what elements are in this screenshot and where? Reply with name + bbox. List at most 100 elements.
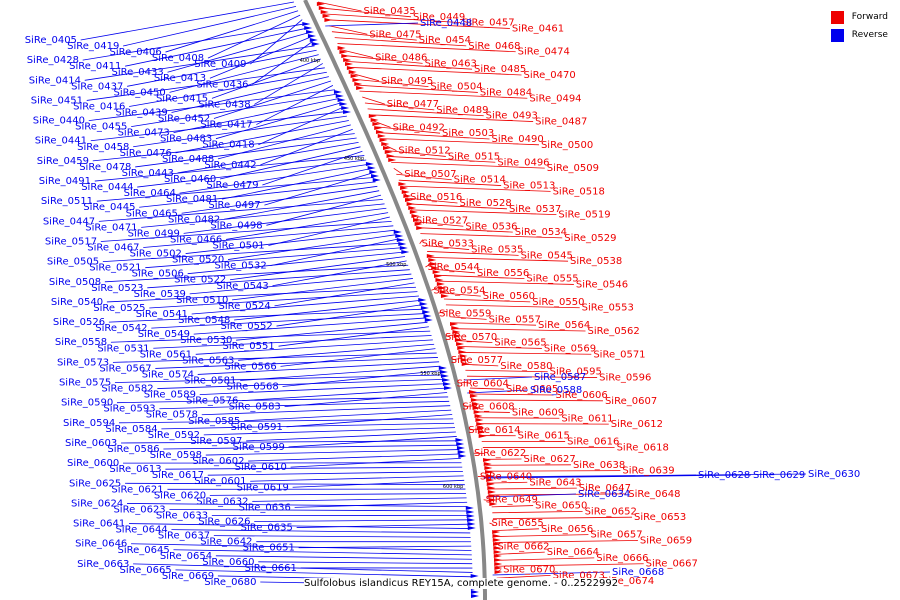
reverse-connector-line	[163, 444, 459, 450]
reverse-gene-label: SiRe_0482	[168, 214, 220, 225]
forward-gene-label: SiRe_0673	[553, 570, 605, 581]
reverse-gene-label: SiRe_0488	[162, 154, 214, 165]
reverse-gene-label: SiRe_0437	[71, 81, 123, 92]
forward-gene-label: SiRe_0553	[582, 303, 634, 314]
forward-gene-arrow	[356, 86, 365, 90]
reverse-gene-label: SiRe_0552	[221, 321, 273, 332]
forward-connector-line	[443, 298, 531, 303]
genome-caption: Sulfolobus islandicus REY15A, complete g…	[304, 578, 619, 589]
forward-gene-arrow	[483, 458, 492, 462]
forward-connector-line	[329, 25, 368, 35]
reverse-gene-arrow	[307, 34, 316, 38]
forward-connector-line	[408, 203, 507, 210]
forward-gene-arrow	[483, 462, 492, 466]
forward-connector-line	[420, 233, 563, 239]
forward-connector-line	[463, 363, 499, 367]
reverse-gene-label: SiRe_0416	[73, 101, 125, 112]
reverse-gene-label: SiRe_0415	[156, 93, 208, 104]
forward-connector-line	[419, 239, 423, 244]
reverse-gene-label: SiRe_0610	[235, 462, 287, 473]
forward-connector-line	[323, 13, 461, 24]
forward-connector-line	[359, 90, 528, 99]
forward-gene-arrow	[477, 426, 486, 430]
forward-gene-label: SiRe_0486	[375, 53, 427, 64]
reverse-connector-line	[153, 335, 432, 349]
reverse-gene-label: SiRe_0439	[116, 108, 168, 119]
forward-connector-line	[351, 72, 380, 82]
reverse-connector-line	[234, 299, 421, 321]
reverse-gene-label: SiRe_0626	[198, 517, 250, 528]
forward-connector-line	[406, 197, 458, 204]
reverse-gene-label: SiRe_0473	[118, 128, 170, 139]
forward-gene-arrow	[403, 194, 412, 198]
reverse-connector-line	[223, 190, 380, 220]
forward-gene-label: SiRe_0560	[483, 291, 535, 302]
reverse-gene-arrow	[304, 26, 313, 30]
forward-connector-line	[494, 528, 539, 532]
forward-gene-arrow	[408, 206, 417, 210]
reverse-gene-label: SiRe_0573	[57, 357, 109, 368]
reverse-gene-arrow	[422, 310, 431, 314]
reverse-connector-line	[280, 348, 436, 367]
reverse-gene-arrow	[470, 590, 479, 594]
forward-gene-label: SiRe_0489	[436, 105, 488, 116]
right-reverse-connector-line	[483, 473, 807, 478]
forward-gene-label: SiRe_0490	[492, 134, 544, 145]
reverse-gene-arrow	[420, 306, 429, 310]
reverse-gene-label: SiRe_0594	[63, 418, 115, 429]
reverse-gene-label: SiRe_0600	[67, 458, 119, 469]
reverse-connector-line	[254, 63, 323, 105]
reverse-connector-line	[82, 23, 305, 61]
forward-gene-label: SiRe_0538	[570, 256, 622, 267]
forward-gene-arrow	[435, 278, 444, 282]
forward-connector-line	[465, 369, 548, 373]
forward-gene-label: SiRe_0647	[579, 483, 631, 494]
reverse-gene-arrow	[465, 506, 474, 510]
forward-gene-label: SiRe_0484	[480, 87, 532, 98]
reverse-gene-label: SiRe_0476	[120, 148, 172, 159]
reverse-gene-arrow	[438, 366, 447, 370]
reverse-gene-label: SiRe_0598	[150, 450, 202, 461]
forward-connector-line	[356, 84, 478, 93]
forward-gene-arrow	[345, 62, 354, 66]
reverse-gene-label: SiRe_0619	[237, 482, 289, 493]
forward-gene-arrow	[457, 346, 466, 350]
forward-gene-label: SiRe_0606	[556, 390, 608, 401]
forward-gene-arrow	[471, 402, 480, 406]
reverse-gene-arrow	[423, 314, 432, 318]
forward-gene-arrow	[484, 466, 493, 470]
forward-gene-label: SiRe_0571	[593, 349, 645, 360]
reverse-gene-arrow	[369, 170, 378, 174]
scale-mark-label: 550 kbp	[420, 371, 440, 377]
reverse-gene-label: SiRe_0592	[148, 430, 200, 441]
reverse-gene-label: SiRe_0651	[243, 543, 295, 554]
reverse-gene-label: SiRe_0497	[208, 200, 260, 211]
reverse-connector-line	[165, 466, 463, 470]
forward-gene-arrow	[485, 474, 494, 478]
forward-gene-arrow	[406, 202, 415, 206]
reverse-gene-arrow	[467, 518, 476, 522]
reverse-gene-label: SiRe_0499	[128, 228, 180, 239]
right-reverse-connector-line	[325, 22, 419, 27]
reverse-gene-label: SiRe_0663	[77, 559, 129, 570]
reverse-gene-label: SiRe_0641	[73, 519, 125, 530]
forward-gene-label: SiRe_0495	[381, 76, 433, 87]
forward-gene-arrow	[383, 146, 392, 150]
reverse-gene-label: SiRe_0413	[154, 73, 206, 84]
reverse-gene-label: SiRe_0581	[184, 375, 236, 386]
reverse-gene-label: SiRe_0428	[27, 55, 79, 66]
forward-gene-label: SiRe_0656	[541, 524, 593, 535]
forward-gene-arrow	[458, 350, 467, 354]
forward-connector-line	[362, 96, 385, 105]
reverse-connector-line	[133, 115, 347, 148]
forward-gene-label: SiRe_0528	[460, 198, 512, 209]
right-reverse-gene-label: SiRe_0448	[420, 18, 472, 29]
reverse-gene-label: SiRe_0464	[124, 188, 176, 199]
forward-gene-arrow	[487, 486, 496, 490]
reverse-gene-arrow	[458, 454, 467, 458]
reverse-connector-line	[207, 14, 301, 59]
forward-gene-arrow	[454, 338, 463, 342]
reverse-gene-label: SiRe_0645	[117, 545, 169, 556]
reverse-connector-line	[205, 449, 460, 456]
reverse-connector-line	[173, 98, 340, 134]
